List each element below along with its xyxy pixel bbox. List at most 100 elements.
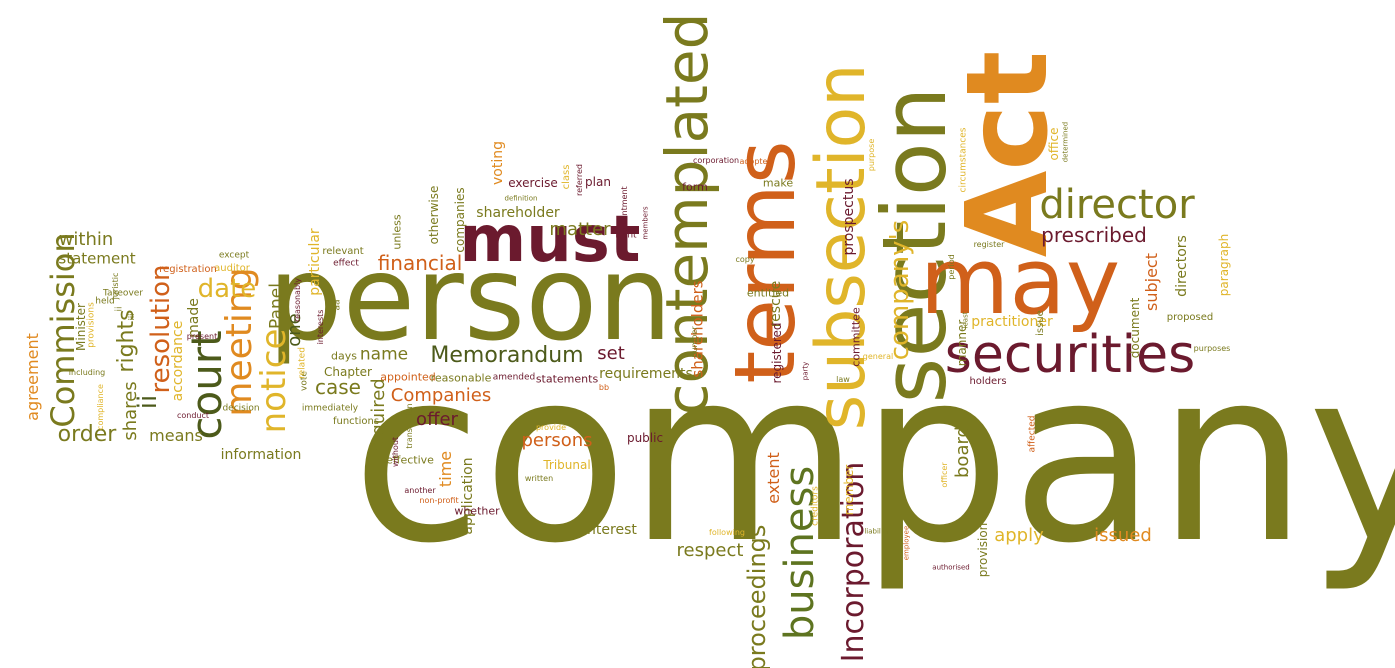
word-including-112: including <box>68 368 106 377</box>
word-companies-80: companies <box>453 187 467 253</box>
word-application-66: application <box>460 457 476 535</box>
word-authorised-137: authorised <box>932 563 970 572</box>
word-period-143: period <box>947 254 956 280</box>
word-class-88: class <box>561 164 572 190</box>
word-transaction-118: transaction <box>405 403 414 449</box>
word-compliance-113: compliance <box>96 384 105 430</box>
word-determined-148: determined <box>1061 121 1070 163</box>
word-agreement-30: agreement <box>23 333 42 421</box>
word-time-65: time <box>436 450 455 488</box>
word-shareholder-54: shareholder <box>476 205 560 221</box>
word-ii-103: ii <box>114 306 125 312</box>
word-juristic-102: juristic <box>111 272 120 300</box>
word-creditors-133: creditors <box>810 486 821 526</box>
word-otherwise-81: otherwise <box>427 185 441 245</box>
word-functions-111: functions <box>332 416 380 427</box>
word-least-144: least <box>961 311 970 329</box>
word-companies-37: Companies <box>390 385 492 406</box>
word-tribunal-67: Tribunal <box>543 458 591 472</box>
word-relevant-93: relevant <box>322 246 364 257</box>
word-definition-124: definition <box>504 194 538 203</box>
word-officer-141: officer <box>940 462 949 488</box>
word-respect-32: respect <box>676 540 744 561</box>
word-must-8: must <box>459 203 641 277</box>
word-purposes-149: purposes <box>1193 344 1231 353</box>
word-member-62: member <box>842 464 856 516</box>
word-statements-50: statements <box>535 372 599 386</box>
word-without-117: without <box>391 436 400 468</box>
word-effect-94: effect <box>333 258 359 269</box>
word-may-4: may <box>919 228 1121 335</box>
word-whether-78: whether <box>454 504 500 518</box>
word-minister-100: Minister <box>74 303 88 351</box>
word-financial-22: financial <box>377 251 463 275</box>
word-case-39: case <box>315 375 361 399</box>
word-apply-33: apply <box>994 525 1044 546</box>
word-related-109: related <box>297 347 308 379</box>
word-company-0: company <box>351 319 1395 596</box>
word-accordance-44: accordance <box>170 320 186 402</box>
word-affected-142: affected <box>1027 415 1038 453</box>
word-issue-145: issue <box>1035 310 1046 336</box>
word-committee-85: committee <box>849 307 863 367</box>
word-part-63: Part <box>647 472 666 504</box>
word-purpose-150: purpose <box>867 138 876 172</box>
word-registered-84: registered <box>770 322 784 384</box>
word-date-23: date <box>197 274 257 304</box>
word-requirements-49: requirements <box>599 366 693 382</box>
word-auditor-96: auditor <box>214 263 250 274</box>
word-interest-68: interest <box>583 522 637 538</box>
word-document-75: document <box>1128 297 1142 359</box>
word-company-s-14: company's <box>885 219 915 361</box>
word-subject-59: subject <box>1142 253 1161 311</box>
word-public-64: public <box>626 431 664 445</box>
word-written-121: written <box>524 474 554 483</box>
word-voting-79: voting <box>490 141 506 185</box>
word-right-128: right <box>615 230 637 241</box>
word-unless-82: unless <box>390 214 404 250</box>
word-adopted-130: adopted <box>739 157 773 166</box>
word-board-60: board <box>952 426 973 478</box>
word-information-45: information <box>220 447 302 463</box>
word-days-47: days <box>331 349 357 363</box>
word-held-99: held <box>95 296 115 307</box>
word-person-1: person <box>267 229 673 367</box>
word-order-24: order <box>57 422 117 447</box>
word-following-134: following <box>709 528 745 537</box>
word-panel-41: Panel <box>266 283 287 329</box>
word-provision-69: provision <box>976 522 990 578</box>
word-within-28: within <box>58 229 114 250</box>
word-office-76: office <box>1047 127 1061 161</box>
word-name-38: name <box>359 344 409 365</box>
word-employee-136: employee <box>902 525 911 561</box>
word-particular-92: particular <box>307 228 323 296</box>
word-memorandum-19: Memorandum <box>430 343 584 368</box>
word-interests-114: interests <box>316 309 325 345</box>
word-reasonably-115: reasonably <box>293 277 302 323</box>
word-present-105: present <box>186 332 218 341</box>
word-immediately-110: immediately <box>301 403 359 414</box>
word-another-119: another <box>404 486 436 495</box>
word-paragraph-74: paragraph <box>1217 233 1231 297</box>
word-director-10: director <box>1039 182 1195 228</box>
word-plan-53: plan <box>585 175 611 189</box>
word-registration-97: registration <box>159 264 217 275</box>
word-exercise-52: exercise <box>508 176 558 190</box>
word-means-31: means <box>149 426 203 445</box>
word-except-95: except <box>218 250 250 261</box>
word-shares-27: shares <box>120 381 141 441</box>
word-corporation-129: corporation <box>692 156 740 165</box>
word-members-127: members <box>641 206 650 240</box>
word-practitioner-70: practitioner <box>971 314 1053 330</box>
word-chapter-46: Chapter <box>324 365 372 379</box>
word-prescribed-21: prescribed <box>1041 223 1147 247</box>
word-amended-91: amended <box>492 372 536 383</box>
word-non-profit-120: non-profit <box>419 496 459 505</box>
word-set-48: set <box>597 343 625 364</box>
word-provisions-101: provisions <box>86 302 97 348</box>
word-extent-61: extent <box>764 452 783 504</box>
word-issued-34: issued <box>1094 525 1152 546</box>
word-general-138: general <box>862 352 894 361</box>
word-copy-132: copy <box>735 255 755 264</box>
